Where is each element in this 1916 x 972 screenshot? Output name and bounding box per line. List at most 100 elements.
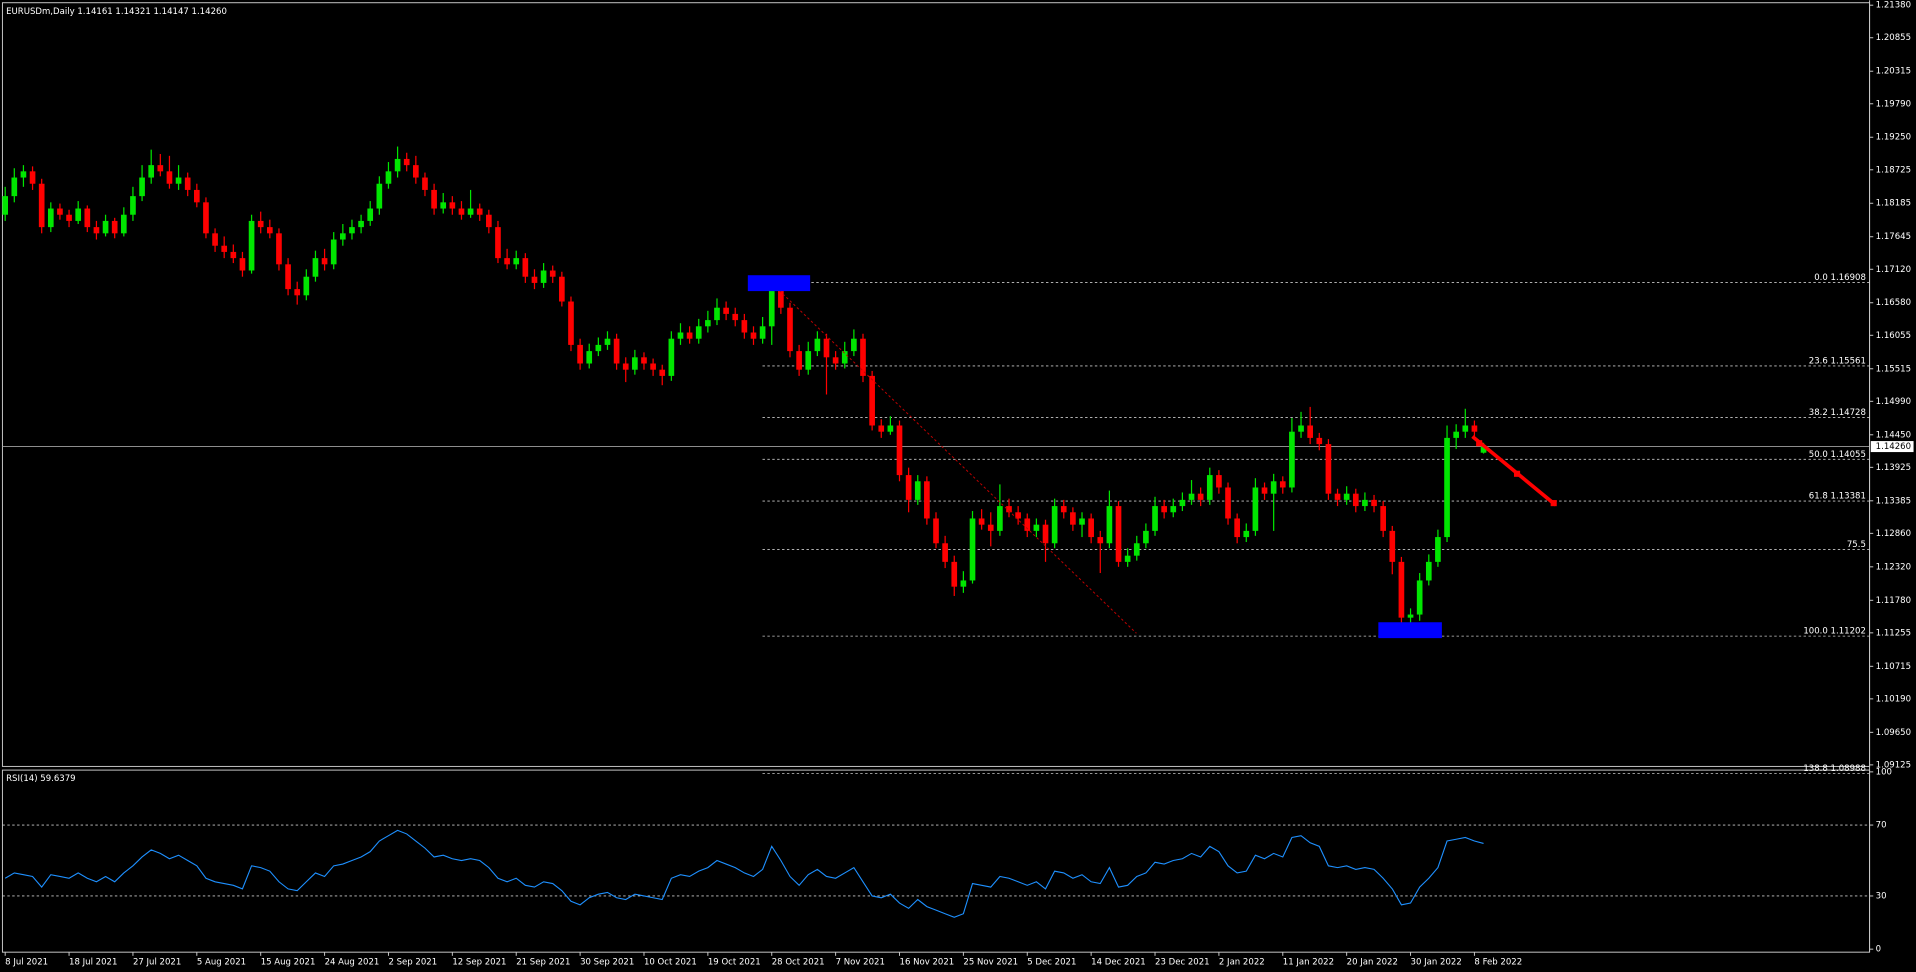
y-tick-label: 0 xyxy=(1876,945,1881,955)
candle-body xyxy=(1015,512,1021,519)
candle-body xyxy=(75,208,82,221)
candle-body xyxy=(1279,481,1286,488)
candle-body xyxy=(1261,487,1268,494)
candle-body xyxy=(1307,425,1313,438)
candle-body xyxy=(330,239,337,265)
candle-body xyxy=(321,258,328,265)
fib-level-label: 75.5 xyxy=(1847,540,1866,550)
candle-body xyxy=(568,301,574,345)
candle-body xyxy=(394,158,401,172)
candle-body xyxy=(1197,493,1204,500)
candle-body xyxy=(1462,425,1469,432)
candle-body xyxy=(1243,530,1250,538)
candle-body xyxy=(175,177,182,184)
fib-level-label: 100.0 1.11202 xyxy=(1803,627,1866,637)
candle-body xyxy=(997,506,1003,531)
x-tick-label: 28 Oct 2021 xyxy=(772,957,825,967)
candle-body xyxy=(1170,506,1177,513)
y-tick-label: 1.10715 xyxy=(1876,662,1911,672)
candle-body xyxy=(139,177,145,197)
y-tick-label: 100 xyxy=(1876,767,1892,777)
x-tick-label: 25 Nov 2021 xyxy=(963,957,1018,967)
candle-body xyxy=(1070,512,1076,525)
candle-body xyxy=(978,518,985,525)
candle-body xyxy=(148,165,155,178)
candle-body xyxy=(531,276,538,283)
x-tick-label: 8 Feb 2022 xyxy=(1474,957,1522,967)
x-tick-label: 11 Jan 2022 xyxy=(1283,957,1334,967)
candle-body xyxy=(1334,493,1341,500)
candle-body xyxy=(832,357,839,364)
fib-level-label: 50.0 1.14055 xyxy=(1809,450,1866,460)
fib-level-label: 61.8 1.13381 xyxy=(1809,492,1866,502)
candle-body xyxy=(705,320,711,327)
candle-body xyxy=(358,220,364,228)
candle-body xyxy=(604,338,611,345)
y-tick-label: 30 xyxy=(1876,891,1887,901)
y-tick-label: 1.17120 xyxy=(1876,265,1911,275)
candle-body xyxy=(303,276,310,296)
candle-body xyxy=(668,338,675,376)
candle-body xyxy=(869,375,875,426)
candle-body xyxy=(896,425,903,476)
candle-body xyxy=(1097,537,1104,544)
candle-body xyxy=(1161,506,1167,513)
x-tick-label: 16 Nov 2021 xyxy=(900,957,955,967)
y-tick-label: 1.14450 xyxy=(1876,430,1911,440)
candle-body xyxy=(924,481,930,519)
candle-body xyxy=(248,220,255,271)
x-tick-label: 20 Jan 2022 xyxy=(1347,957,1398,967)
candle-body xyxy=(294,289,301,296)
candle-body xyxy=(57,208,63,215)
candle-body xyxy=(1124,555,1131,562)
candle-body xyxy=(577,344,583,364)
y-tick-label: 1.13925 xyxy=(1876,463,1911,473)
candle-body xyxy=(969,518,976,581)
y-tick-label: 1.20315 xyxy=(1876,67,1911,77)
candle-body xyxy=(1143,530,1149,544)
candle-body xyxy=(422,177,428,190)
candle-body xyxy=(851,338,857,352)
candle-body xyxy=(841,351,848,364)
candle-body xyxy=(686,332,693,339)
x-tick-label: 15 Aug 2021 xyxy=(261,957,316,967)
fib-level-label: 23.6 1.15561 xyxy=(1809,357,1866,367)
candle-body xyxy=(11,177,18,197)
candle-body xyxy=(184,177,191,190)
candle-body xyxy=(632,357,638,370)
x-tick-label: 5 Aug 2021 xyxy=(197,957,246,967)
candle-body xyxy=(1444,437,1450,538)
candle-body xyxy=(650,363,656,370)
candle-body xyxy=(1343,493,1350,500)
x-tick-label: 19 Oct 2021 xyxy=(708,957,761,967)
candle-body xyxy=(1362,499,1368,507)
candle-body xyxy=(814,338,821,352)
candle-body xyxy=(1079,518,1085,525)
candle-body xyxy=(102,220,109,234)
y-tick-label: 1.21380 xyxy=(1876,1,1911,11)
x-tick-label: 30 Jan 2022 xyxy=(1411,957,1462,967)
candle-body xyxy=(860,338,866,376)
candle-body xyxy=(440,202,447,209)
candle-body xyxy=(878,425,885,432)
candle-body xyxy=(230,251,237,259)
candle-body xyxy=(458,208,465,215)
candle-body xyxy=(1051,506,1058,544)
candle-body xyxy=(1389,530,1396,562)
candle-body xyxy=(905,475,912,500)
candle-body xyxy=(66,214,72,221)
x-tick-label: 2 Jan 2022 xyxy=(1219,957,1265,967)
y-tick-label: 1.19790 xyxy=(1876,99,1911,109)
candle-body xyxy=(641,357,647,364)
candle-body xyxy=(312,258,319,277)
rsi-title: RSI(14) 59.6379 xyxy=(6,774,76,784)
candle-body xyxy=(486,214,492,228)
candle-body xyxy=(2,196,9,215)
highlight-box xyxy=(1378,622,1442,639)
y-tick-label: 1.11255 xyxy=(1876,628,1911,638)
candle-body xyxy=(1398,561,1405,618)
x-tick-label: 21 Sep 2021 xyxy=(516,957,570,967)
